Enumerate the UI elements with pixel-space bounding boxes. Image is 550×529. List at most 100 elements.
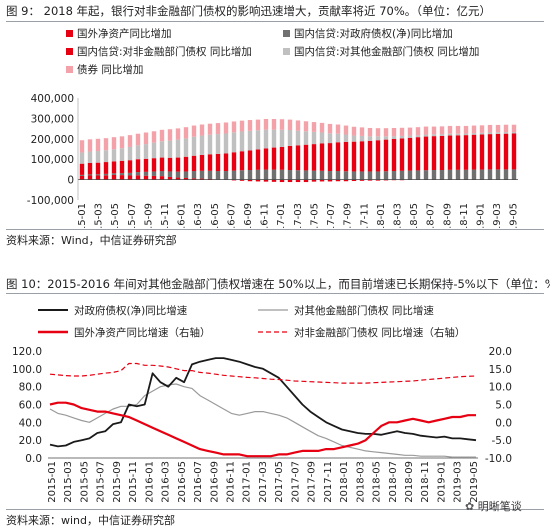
bar-segment-2	[231, 152, 237, 171]
bar-segment-3	[351, 135, 357, 142]
bar-segment-2	[279, 146, 285, 170]
bar-segment-4	[327, 123, 333, 134]
bar-segment-3	[119, 148, 125, 161]
bar-segment-4	[319, 122, 325, 133]
bar-segment-3	[463, 133, 469, 136]
bar-segment-2	[167, 157, 173, 172]
bar-segment-3	[287, 130, 293, 146]
x-tick-label: 2017-11	[359, 203, 370, 228]
x-tick-label: 2019-01	[475, 203, 486, 228]
x-tick-label: 2018-05	[372, 461, 383, 503]
figure9-caption: 图 9： 2018 年起，银行对非金融部门债权的影响迅速增大，贡献率将近 70%…	[6, 4, 492, 18]
bar-foreign-net-assets	[95, 175, 101, 180]
bar-segment-4	[303, 121, 309, 132]
legend-label: 国内信贷:对非金融部门债权 同比增加	[77, 45, 252, 58]
bar-segment-3	[295, 130, 301, 146]
watermark: ✿ 明晰笔谈	[465, 500, 522, 513]
bar-segment-4	[135, 133, 141, 146]
bar-segment-4	[271, 119, 277, 130]
x-tick-label: 2015-01	[47, 461, 58, 503]
bar-foreign-net-assets	[359, 179, 365, 181]
series-line-1	[49, 383, 476, 458]
bar-foreign-net-assets	[303, 179, 309, 183]
bar-foreign-net-assets	[367, 179, 373, 181]
bar-segment-2	[271, 147, 277, 170]
bar-segment-2	[495, 133, 501, 170]
x-tick-label: 2017-01	[276, 203, 287, 228]
x-tick-label: 2017-07	[326, 203, 337, 228]
bar-segment-1	[199, 170, 205, 179]
legend-label: 国外净资产同比增速（右轴）	[74, 326, 211, 339]
bar-segment-3	[111, 149, 117, 162]
legend-label: 对政府债权(净)同比增速	[74, 304, 188, 317]
bar-segment-4	[111, 137, 117, 150]
bar-segment-3	[127, 146, 133, 161]
y-left-tick-label: 0.0	[25, 453, 42, 465]
bar-foreign-net-assets	[191, 178, 197, 180]
bar-segment-1	[143, 171, 149, 176]
bar-foreign-net-assets	[319, 179, 325, 182]
x-tick-label: 2017-01	[242, 461, 253, 503]
series-line-0	[49, 357, 477, 448]
bar-segment-4	[231, 121, 237, 133]
bar-segment-1	[239, 170, 245, 180]
bar-segment-2	[135, 159, 141, 173]
bar-foreign-net-assets	[119, 175, 125, 180]
bar-segment-2	[199, 154, 205, 171]
bar-segment-3	[359, 135, 365, 142]
figure9-bottom-rule	[6, 229, 544, 230]
bar-segment-3	[87, 151, 93, 163]
bar-segment-3	[135, 145, 141, 160]
bar-segment-4	[175, 128, 181, 140]
bar-segment-2	[431, 136, 437, 171]
bar-segment-1	[207, 170, 213, 179]
bar-segment-4	[119, 136, 125, 149]
bar-segment-2	[223, 153, 229, 172]
bar-foreign-net-assets	[343, 179, 349, 182]
bar-segment-1	[327, 171, 333, 180]
bar-segment-2	[247, 150, 253, 171]
bar-segment-1	[287, 170, 293, 180]
y-tick-label: 0	[67, 175, 74, 187]
figure10-caption: 图 10：2015-2016 年间对其他金融部门债权增速在 50%以上，而目前增…	[6, 277, 550, 291]
bar-segment-1	[415, 170, 421, 180]
bar-segment-3	[199, 135, 205, 155]
bar-foreign-net-assets	[271, 179, 277, 182]
bar-segment-2	[287, 145, 293, 171]
bar-segment-3	[159, 141, 165, 158]
bar-segment-3	[383, 136, 389, 140]
series-line-2	[49, 401, 476, 458]
bar-segment-4	[239, 120, 245, 132]
bar-segment-2	[375, 140, 381, 172]
legend-label: 债券 同比增加	[77, 63, 143, 76]
bar-segment-2	[463, 135, 469, 170]
bar-segment-3	[255, 130, 261, 150]
y-left-tick-label: 60.0	[19, 400, 42, 412]
bar-segment-4	[311, 122, 317, 132]
y-right-tick-label: 0.0	[495, 417, 512, 429]
bar-segment-2	[215, 153, 221, 172]
bar-segment-4	[511, 124, 517, 133]
bar-segment-3	[263, 129, 269, 149]
bar-segment-2	[95, 162, 101, 175]
bar-segment-1	[503, 169, 509, 180]
bar-segment-4	[247, 120, 253, 131]
bar-segment-1	[319, 170, 325, 180]
bar-segment-1	[127, 172, 133, 176]
bar-segment-2	[319, 143, 325, 171]
bar-segment-4	[143, 132, 149, 145]
bar-segment-4	[215, 123, 221, 135]
bar-segment-4	[503, 124, 509, 133]
bar-segment-1	[151, 171, 157, 176]
bar-segment-2	[511, 133, 517, 170]
bar-segment-1	[343, 171, 349, 180]
bar-segment-3	[455, 133, 461, 136]
bar-segment-1	[391, 171, 397, 180]
bar-segment-2	[471, 134, 477, 170]
y-right-tick-label: 20.0	[489, 346, 512, 358]
bar-segment-4	[423, 126, 429, 135]
x-tick-label: 2019-01	[436, 461, 447, 503]
bar-segment-3	[191, 136, 197, 156]
bar-segment-4	[407, 127, 413, 136]
